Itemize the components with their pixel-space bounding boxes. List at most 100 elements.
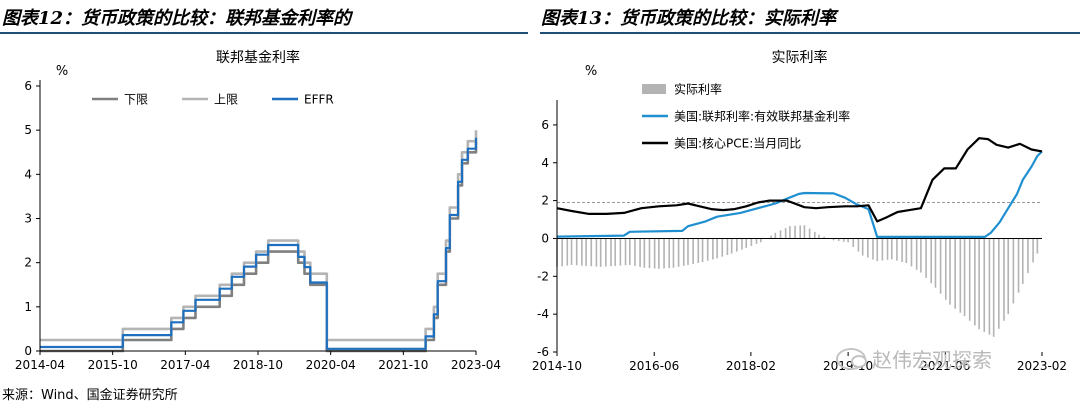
bar: [610, 238, 612, 267]
bar: [614, 238, 617, 266]
bar: [726, 238, 729, 255]
x-tick-label: 2018-02: [726, 359, 776, 373]
y-axis-unit: %: [56, 64, 68, 79]
y-tick-label: 0: [541, 231, 549, 245]
bar: [857, 238, 860, 252]
bar: [774, 232, 777, 239]
x-tick-label: 2016-06: [629, 359, 679, 373]
bar: [813, 231, 816, 239]
y-tick-label: 6: [24, 79, 32, 93]
bar: [566, 238, 569, 266]
bar: [755, 238, 758, 244]
bar: [1027, 238, 1029, 274]
bar: [639, 238, 641, 267]
bar: [837, 238, 840, 242]
y-tick-label: -2: [537, 269, 549, 283]
bar: [663, 238, 665, 269]
series-line: [40, 141, 478, 353]
bar: [886, 238, 889, 260]
bar: [803, 225, 806, 239]
legend-swatch: [642, 84, 666, 94]
y-tick-label: 1: [24, 300, 32, 314]
bar: [847, 238, 849, 243]
bar: [687, 238, 689, 265]
bar: [832, 238, 835, 241]
x-tick-label: 2021-06: [920, 359, 970, 373]
series-line: [556, 137, 1043, 223]
y-tick-label: 4: [541, 156, 549, 170]
source-note: 来源：Wind、国金证券研究所: [2, 388, 178, 403]
bar: [905, 238, 908, 264]
wechat-icon: [836, 348, 867, 370]
bar: [939, 238, 942, 294]
bar: [653, 238, 656, 269]
bar: [570, 238, 573, 265]
bar: [974, 238, 976, 326]
bar: [624, 238, 627, 266]
bar: [581, 238, 583, 266]
bar: [1021, 238, 1024, 284]
bar: [677, 238, 680, 267]
bar: [983, 238, 986, 332]
bar: [930, 238, 933, 284]
legend-label: 美国:核心PCE:当月同比: [674, 137, 801, 151]
bar: [901, 238, 903, 262]
y-tick-label: 5: [24, 123, 32, 137]
bar: [759, 238, 762, 243]
y-axis-unit: %: [585, 64, 597, 79]
bar: [682, 238, 685, 266]
bar: [852, 238, 855, 247]
bar: [701, 238, 704, 263]
bar: [794, 225, 796, 239]
bar: [736, 238, 738, 252]
bar: [861, 238, 864, 256]
y-tick-label: 6: [541, 118, 549, 132]
legend-label: EFFR: [304, 93, 334, 107]
bar: [628, 238, 631, 265]
bar: [1036, 238, 1039, 254]
title-rule-left: [0, 32, 528, 34]
bar: [741, 238, 743, 250]
bar: [750, 238, 753, 246]
y-tick-label: 0: [24, 344, 32, 358]
bar: [959, 238, 962, 313]
x-tick-label: 2023-04: [451, 358, 501, 372]
legend-label: 下限: [124, 93, 148, 107]
bar: [599, 238, 602, 267]
legend-label: 上限: [214, 93, 238, 107]
bar: [779, 230, 782, 239]
bar: [721, 238, 724, 257]
bar: [745, 238, 748, 248]
bar: [668, 238, 670, 269]
x-tick-label: 2023-02: [1017, 359, 1067, 373]
bar: [988, 238, 991, 335]
bar: [978, 238, 980, 330]
bar: [605, 238, 607, 267]
x-tick-label: 2021-10: [378, 358, 428, 372]
bar: [784, 228, 787, 239]
figure-title-right: 图表13：货币政策的比较：实际利率: [541, 8, 837, 29]
bar: [1012, 238, 1015, 304]
bar: [934, 238, 937, 288]
bar: [915, 238, 918, 270]
title-rule-right: [540, 32, 1080, 34]
legend-label: 美国:联邦利率:有效联邦基金利率: [674, 109, 850, 124]
bar: [867, 238, 869, 258]
bar: [585, 238, 587, 266]
bar: [697, 238, 700, 263]
y-tick-label: 2: [24, 256, 32, 270]
y-tick-label: 2: [541, 194, 549, 208]
y-tick-label: 3: [24, 212, 32, 226]
bar: [910, 238, 913, 267]
bar: [712, 238, 714, 260]
bar: [992, 238, 995, 337]
bar: [963, 238, 966, 317]
x-tick-label: 2015-10: [88, 358, 138, 372]
chart-title: 实际利率: [772, 49, 828, 66]
bar: [648, 238, 651, 269]
bar: [998, 238, 1000, 329]
bar: [770, 235, 772, 239]
chart-title: 联邦基金利率: [216, 49, 300, 66]
bar: [799, 225, 801, 239]
